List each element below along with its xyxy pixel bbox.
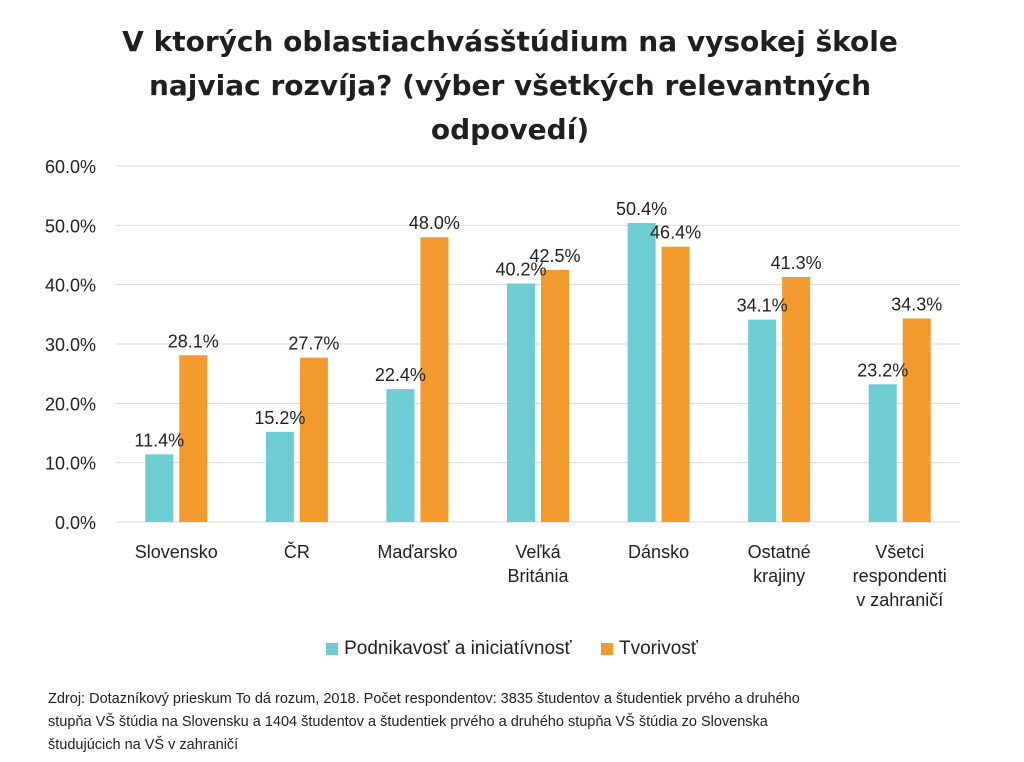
chart-title-line-3: odpovedí) bbox=[430, 113, 590, 146]
x-category-label: Dánsko bbox=[628, 542, 689, 562]
source-note: Zdroj: Dotazníkový prieskum To dá rozum,… bbox=[48, 688, 948, 757]
chart-legend: Podnikavosť a iniciatívnosť Tvorivosť bbox=[0, 638, 1024, 660]
y-tick-label: 60.0% bbox=[45, 157, 96, 177]
bar-series-2 bbox=[782, 276, 811, 522]
data-label-series-2: 48.0% bbox=[409, 213, 460, 233]
bar-chart: 0.0% 10.0% 20.0% 30.0% 40.0% 50.0% 60.0% 11.4%… bbox=[45, 157, 960, 610]
legend-item-series-1: Podnikavosť a iniciatívnosť bbox=[326, 638, 572, 660]
bar-series-1 bbox=[507, 283, 535, 522]
bar-series-1 bbox=[145, 454, 174, 522]
bar-series-1 bbox=[748, 319, 777, 522]
chart-title-line-1: V ktorých oblastiachvásštúdium na vysoke… bbox=[122, 25, 898, 58]
y-tick-label: 0.0% bbox=[55, 513, 96, 533]
bar-series-2 bbox=[661, 246, 690, 522]
legend-label-series-1: Podnikavosť a iniciatívnosť bbox=[344, 638, 572, 659]
data-label-series-2: 42.5% bbox=[529, 246, 580, 266]
bars bbox=[145, 222, 931, 522]
y-axis-tick-labels: 0.0% 10.0% 20.0% 30.0% 40.0% 50.0% 60.0% bbox=[45, 157, 96, 533]
source-line-3: študujúcich na VŠ v zahraničí bbox=[48, 737, 239, 753]
data-label-series-2: 46.4% bbox=[650, 223, 701, 243]
data-label-series-1: 11.4% bbox=[134, 430, 184, 450]
bar-series-2 bbox=[179, 355, 208, 522]
x-category-label: Slovensko bbox=[135, 542, 218, 562]
source-line-1: Zdroj: Dotazníkový prieskum To dá rozum,… bbox=[48, 691, 800, 707]
y-tick-label: 10.0% bbox=[45, 454, 96, 474]
bar-series-1 bbox=[386, 389, 415, 522]
x-category-label: ČR bbox=[284, 541, 310, 562]
bar-series-2 bbox=[299, 357, 328, 522]
data-label-series-1: 34.1% bbox=[737, 296, 788, 316]
y-tick-label: 30.0% bbox=[45, 335, 96, 355]
grid-lines bbox=[116, 165, 960, 523]
bar-series-2 bbox=[420, 237, 449, 522]
bar-series-1 bbox=[868, 384, 897, 522]
bar-series-1 bbox=[265, 431, 294, 522]
data-labels: 11.4% 15.2% 22.4% 40.2% 50.4% 34.1% 23.2% 28.1%… bbox=[134, 199, 942, 450]
data-label-series-2: 41.3% bbox=[771, 253, 822, 273]
x-category-label: Všetci respondenti v zahraničí bbox=[853, 542, 947, 610]
data-label-series-2: 34.3% bbox=[891, 294, 942, 314]
y-tick-label: 40.0% bbox=[45, 276, 96, 296]
data-label-series-1: 15.2% bbox=[254, 408, 305, 428]
y-tick-label: 50.0% bbox=[45, 216, 96, 236]
chart-title: V ktorých oblastiachvásštúdium na vysoke… bbox=[110, 20, 910, 152]
data-label-series-1: 22.4% bbox=[375, 365, 426, 385]
bar-series-2 bbox=[902, 318, 931, 522]
source-line-2: stupňa VŠ štúdia na Slovensku a 1404 štu… bbox=[48, 714, 768, 730]
legend-item-series-2: Tvorivosť bbox=[600, 638, 698, 660]
data-label-series-2: 28.1% bbox=[168, 331, 219, 351]
bar-series-1 bbox=[627, 222, 656, 522]
x-category-label: Maďarsko bbox=[377, 542, 457, 562]
data-label-series-1: 40.2% bbox=[495, 259, 546, 279]
data-label-series-1: 50.4% bbox=[616, 199, 667, 219]
data-label-series-1: 23.2% bbox=[857, 360, 908, 380]
x-axis-category-labels: Slovensko ČR Maďarsko Veľká Británia Dánsko Os… bbox=[135, 541, 947, 610]
chart-title-line-2: najviac rozvíja? (výber všetkých relevan… bbox=[148, 69, 872, 102]
x-category-label: Veľká Británia bbox=[507, 542, 569, 586]
legend-label-series-2: Tvorivosť bbox=[618, 638, 698, 659]
y-tick-label: 20.0% bbox=[45, 394, 96, 414]
bar-series-2 bbox=[541, 269, 569, 522]
legend-swatch-series-1 bbox=[326, 643, 339, 655]
x-category-label: Ostatné krajiny bbox=[748, 542, 811, 586]
data-label-series-2: 27.7% bbox=[288, 334, 339, 354]
legend-swatch-series-2 bbox=[600, 643, 613, 655]
